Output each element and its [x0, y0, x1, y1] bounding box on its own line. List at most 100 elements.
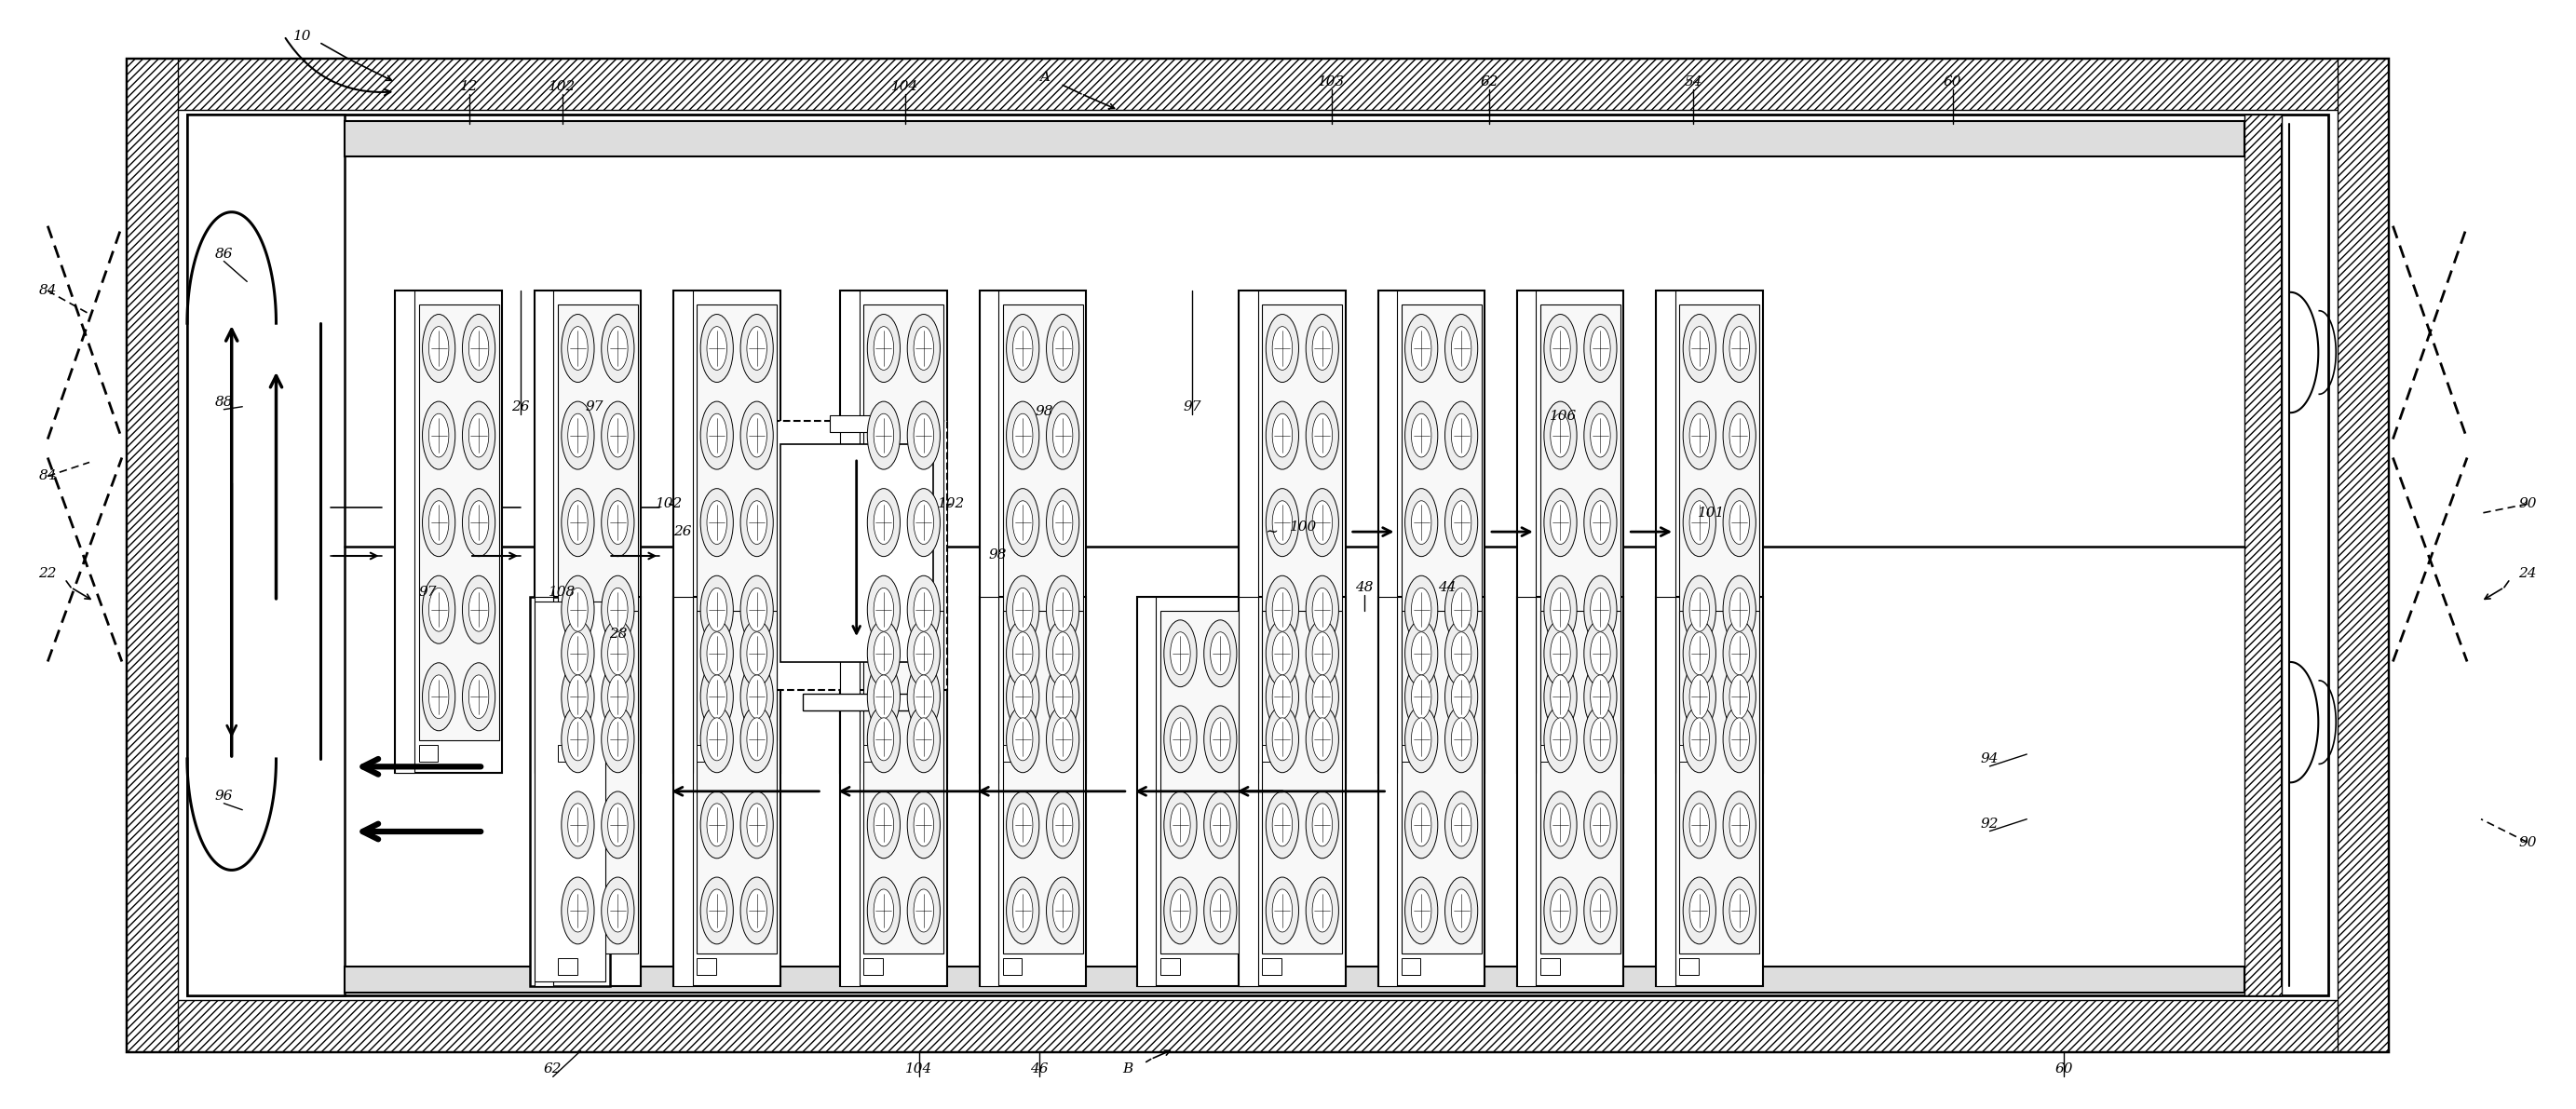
- Bar: [840, 291, 860, 773]
- Ellipse shape: [1046, 877, 1079, 944]
- Ellipse shape: [1306, 877, 1340, 944]
- Text: 28: 28: [608, 628, 626, 640]
- Bar: [979, 597, 1087, 986]
- Ellipse shape: [567, 326, 587, 370]
- Ellipse shape: [1007, 705, 1038, 773]
- Ellipse shape: [868, 792, 899, 858]
- Ellipse shape: [873, 632, 894, 675]
- Ellipse shape: [600, 489, 634, 557]
- Ellipse shape: [1682, 314, 1716, 383]
- Bar: [829, 416, 884, 433]
- Text: ∼: ∼: [1265, 523, 1278, 540]
- Ellipse shape: [1728, 718, 1749, 761]
- Ellipse shape: [469, 326, 489, 370]
- Ellipse shape: [1046, 620, 1079, 686]
- Bar: [2244, 114, 2282, 995]
- Bar: [420, 305, 500, 741]
- Text: 54: 54: [1685, 75, 1703, 89]
- Bar: [533, 291, 641, 773]
- Ellipse shape: [562, 792, 595, 858]
- Ellipse shape: [1054, 889, 1072, 932]
- Ellipse shape: [1404, 576, 1437, 643]
- Text: 86: 86: [214, 247, 232, 261]
- Ellipse shape: [739, 620, 773, 686]
- Text: 90: 90: [2519, 836, 2537, 848]
- Ellipse shape: [701, 663, 734, 731]
- Bar: [1540, 305, 1620, 741]
- Text: 62: 62: [544, 1062, 562, 1076]
- Bar: [698, 305, 778, 741]
- Ellipse shape: [562, 705, 595, 773]
- Ellipse shape: [1265, 663, 1298, 731]
- Ellipse shape: [1543, 705, 1577, 773]
- Ellipse shape: [747, 414, 768, 457]
- Ellipse shape: [1445, 576, 1479, 643]
- Ellipse shape: [907, 705, 940, 773]
- Ellipse shape: [907, 489, 940, 557]
- Ellipse shape: [1412, 718, 1432, 761]
- Text: 94: 94: [1981, 752, 1999, 765]
- Bar: [1517, 291, 1535, 773]
- Bar: [559, 305, 639, 741]
- Ellipse shape: [562, 877, 595, 944]
- Bar: [1378, 597, 1484, 986]
- Ellipse shape: [461, 314, 495, 383]
- Ellipse shape: [1543, 877, 1577, 944]
- Bar: [698, 745, 716, 762]
- Ellipse shape: [1054, 588, 1072, 631]
- Bar: [1262, 958, 1280, 975]
- Bar: [1159, 958, 1180, 975]
- Bar: [188, 114, 2329, 995]
- Ellipse shape: [1543, 620, 1577, 686]
- Ellipse shape: [1445, 663, 1479, 731]
- Ellipse shape: [873, 501, 894, 545]
- Ellipse shape: [1551, 718, 1571, 761]
- Ellipse shape: [608, 632, 629, 675]
- Ellipse shape: [747, 803, 768, 846]
- Ellipse shape: [428, 588, 448, 631]
- Ellipse shape: [907, 401, 940, 469]
- Ellipse shape: [1412, 889, 1432, 932]
- Ellipse shape: [873, 889, 894, 932]
- Text: 48: 48: [1355, 581, 1373, 594]
- Ellipse shape: [1273, 718, 1293, 761]
- Bar: [781, 445, 933, 662]
- Ellipse shape: [1007, 663, 1038, 731]
- Ellipse shape: [907, 314, 940, 383]
- Text: 98: 98: [989, 549, 1007, 561]
- Ellipse shape: [914, 718, 933, 761]
- Ellipse shape: [1412, 632, 1432, 675]
- Ellipse shape: [747, 501, 768, 545]
- Bar: [863, 745, 884, 762]
- Ellipse shape: [1404, 792, 1437, 858]
- Ellipse shape: [600, 576, 634, 643]
- Bar: [531, 597, 611, 986]
- Ellipse shape: [1445, 401, 1479, 469]
- Ellipse shape: [1054, 803, 1072, 846]
- Ellipse shape: [600, 705, 634, 773]
- Ellipse shape: [873, 675, 894, 719]
- Ellipse shape: [914, 414, 933, 457]
- Text: A: A: [1038, 71, 1048, 84]
- Ellipse shape: [1551, 501, 1571, 545]
- Ellipse shape: [600, 314, 634, 383]
- Bar: [1656, 597, 1762, 986]
- Ellipse shape: [706, 718, 726, 761]
- Ellipse shape: [1164, 877, 1198, 944]
- Ellipse shape: [562, 489, 595, 557]
- Ellipse shape: [1170, 718, 1190, 761]
- Ellipse shape: [1265, 314, 1298, 383]
- Ellipse shape: [1054, 414, 1072, 457]
- Ellipse shape: [1404, 489, 1437, 557]
- Ellipse shape: [1203, 877, 1236, 944]
- Ellipse shape: [1589, 632, 1610, 675]
- Ellipse shape: [747, 588, 768, 631]
- Ellipse shape: [914, 326, 933, 370]
- Ellipse shape: [1723, 401, 1757, 469]
- Ellipse shape: [1046, 576, 1079, 643]
- Ellipse shape: [868, 705, 899, 773]
- Text: 106: 106: [1551, 409, 1577, 423]
- Bar: [698, 611, 778, 954]
- Text: 26: 26: [513, 400, 531, 414]
- Ellipse shape: [1450, 414, 1471, 457]
